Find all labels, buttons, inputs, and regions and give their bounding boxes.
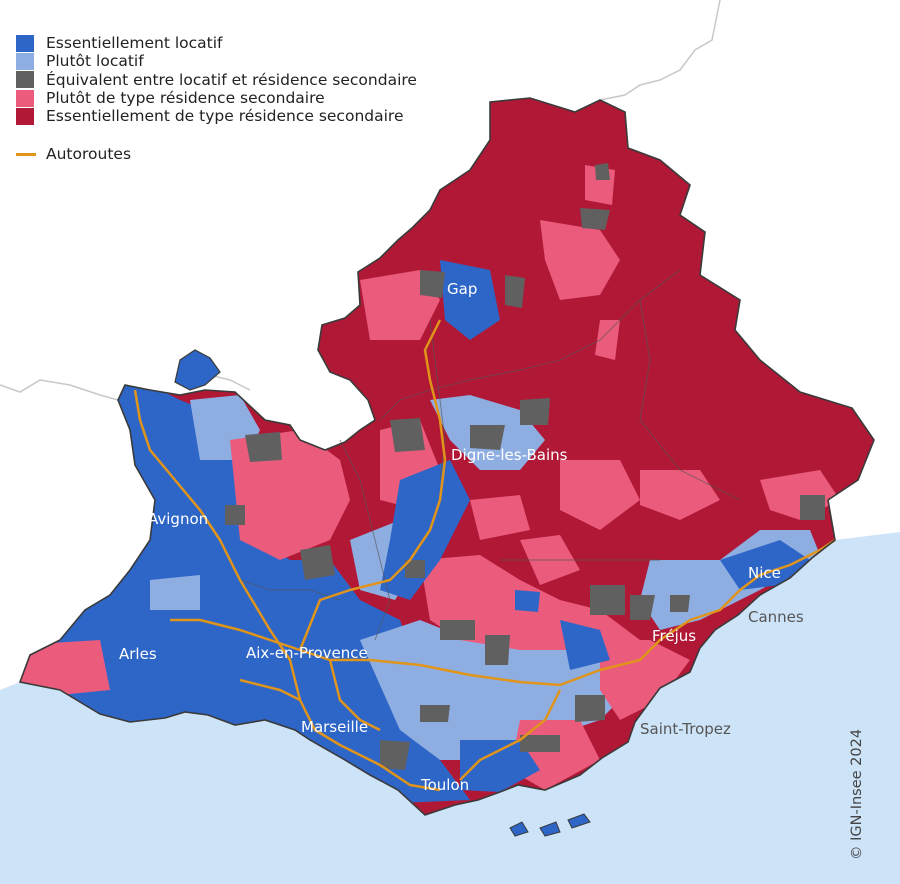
- city-label-cannes: Cannes: [748, 608, 804, 626]
- legend-item-plutot-residence-secondaire: Plutôt de type résidence secondaire: [16, 89, 417, 107]
- city-label-saint-tropez: Saint-Tropez: [640, 720, 731, 738]
- legend-swatch: [16, 107, 34, 125]
- legend-swatch: [16, 89, 34, 107]
- highways: [133, 319, 836, 792]
- legend-label: Autoroutes: [46, 145, 132, 164]
- highway-line-icon: [16, 153, 36, 157]
- islands: [509, 813, 591, 837]
- city-label-digne: Digne-les-Bains: [451, 446, 568, 464]
- city-label-toulon: Toulon: [421, 776, 470, 794]
- legend-item-essentiellement-locatif: Essentiellement locatif: [16, 34, 417, 52]
- legend-label: Plutôt de type résidence secondaire: [46, 88, 325, 107]
- legend-swatch: [16, 34, 34, 52]
- legend-swatch: [16, 52, 34, 70]
- copyright: © IGN-Insee 2024: [849, 728, 865, 860]
- city-label-avignon: Avignon: [148, 510, 209, 528]
- legend-label: Équivalent entre locatif et résidence se…: [46, 70, 417, 89]
- city-label-arles: Arles: [119, 645, 157, 663]
- legend-label: Plutôt locatif: [46, 52, 144, 71]
- north-border: [209, 374, 251, 391]
- city-label-marseille: Marseille: [301, 718, 369, 736]
- legend-item-essentiellement-residence-secondaire: Essentiellement de type résidence second…: [16, 107, 417, 125]
- legend-swatch: [16, 71, 34, 89]
- legend-item-autoroutes: Autoroutes: [16, 145, 417, 163]
- enclave-valreas: [174, 349, 221, 391]
- legend: Essentiellement locatif Plutôt locatif É…: [16, 34, 417, 164]
- legend-item-equivalent: Équivalent entre locatif et résidence se…: [16, 71, 417, 89]
- city-label-frejus: Fréjus: [652, 627, 697, 645]
- italy-border: [599, 0, 721, 101]
- city-label-nice: Nice: [748, 564, 781, 582]
- city-label-aix: Aix-en-Provence: [246, 644, 368, 662]
- legend-label: Essentiellement locatif: [46, 34, 223, 52]
- sea: [0, 532, 900, 884]
- legend-label: Essentiellement de type résidence second…: [46, 107, 404, 126]
- legend-item-plutot-locatif: Plutôt locatif: [16, 52, 417, 70]
- west-border: [0, 379, 119, 401]
- city-label-gap: Gap: [447, 280, 478, 298]
